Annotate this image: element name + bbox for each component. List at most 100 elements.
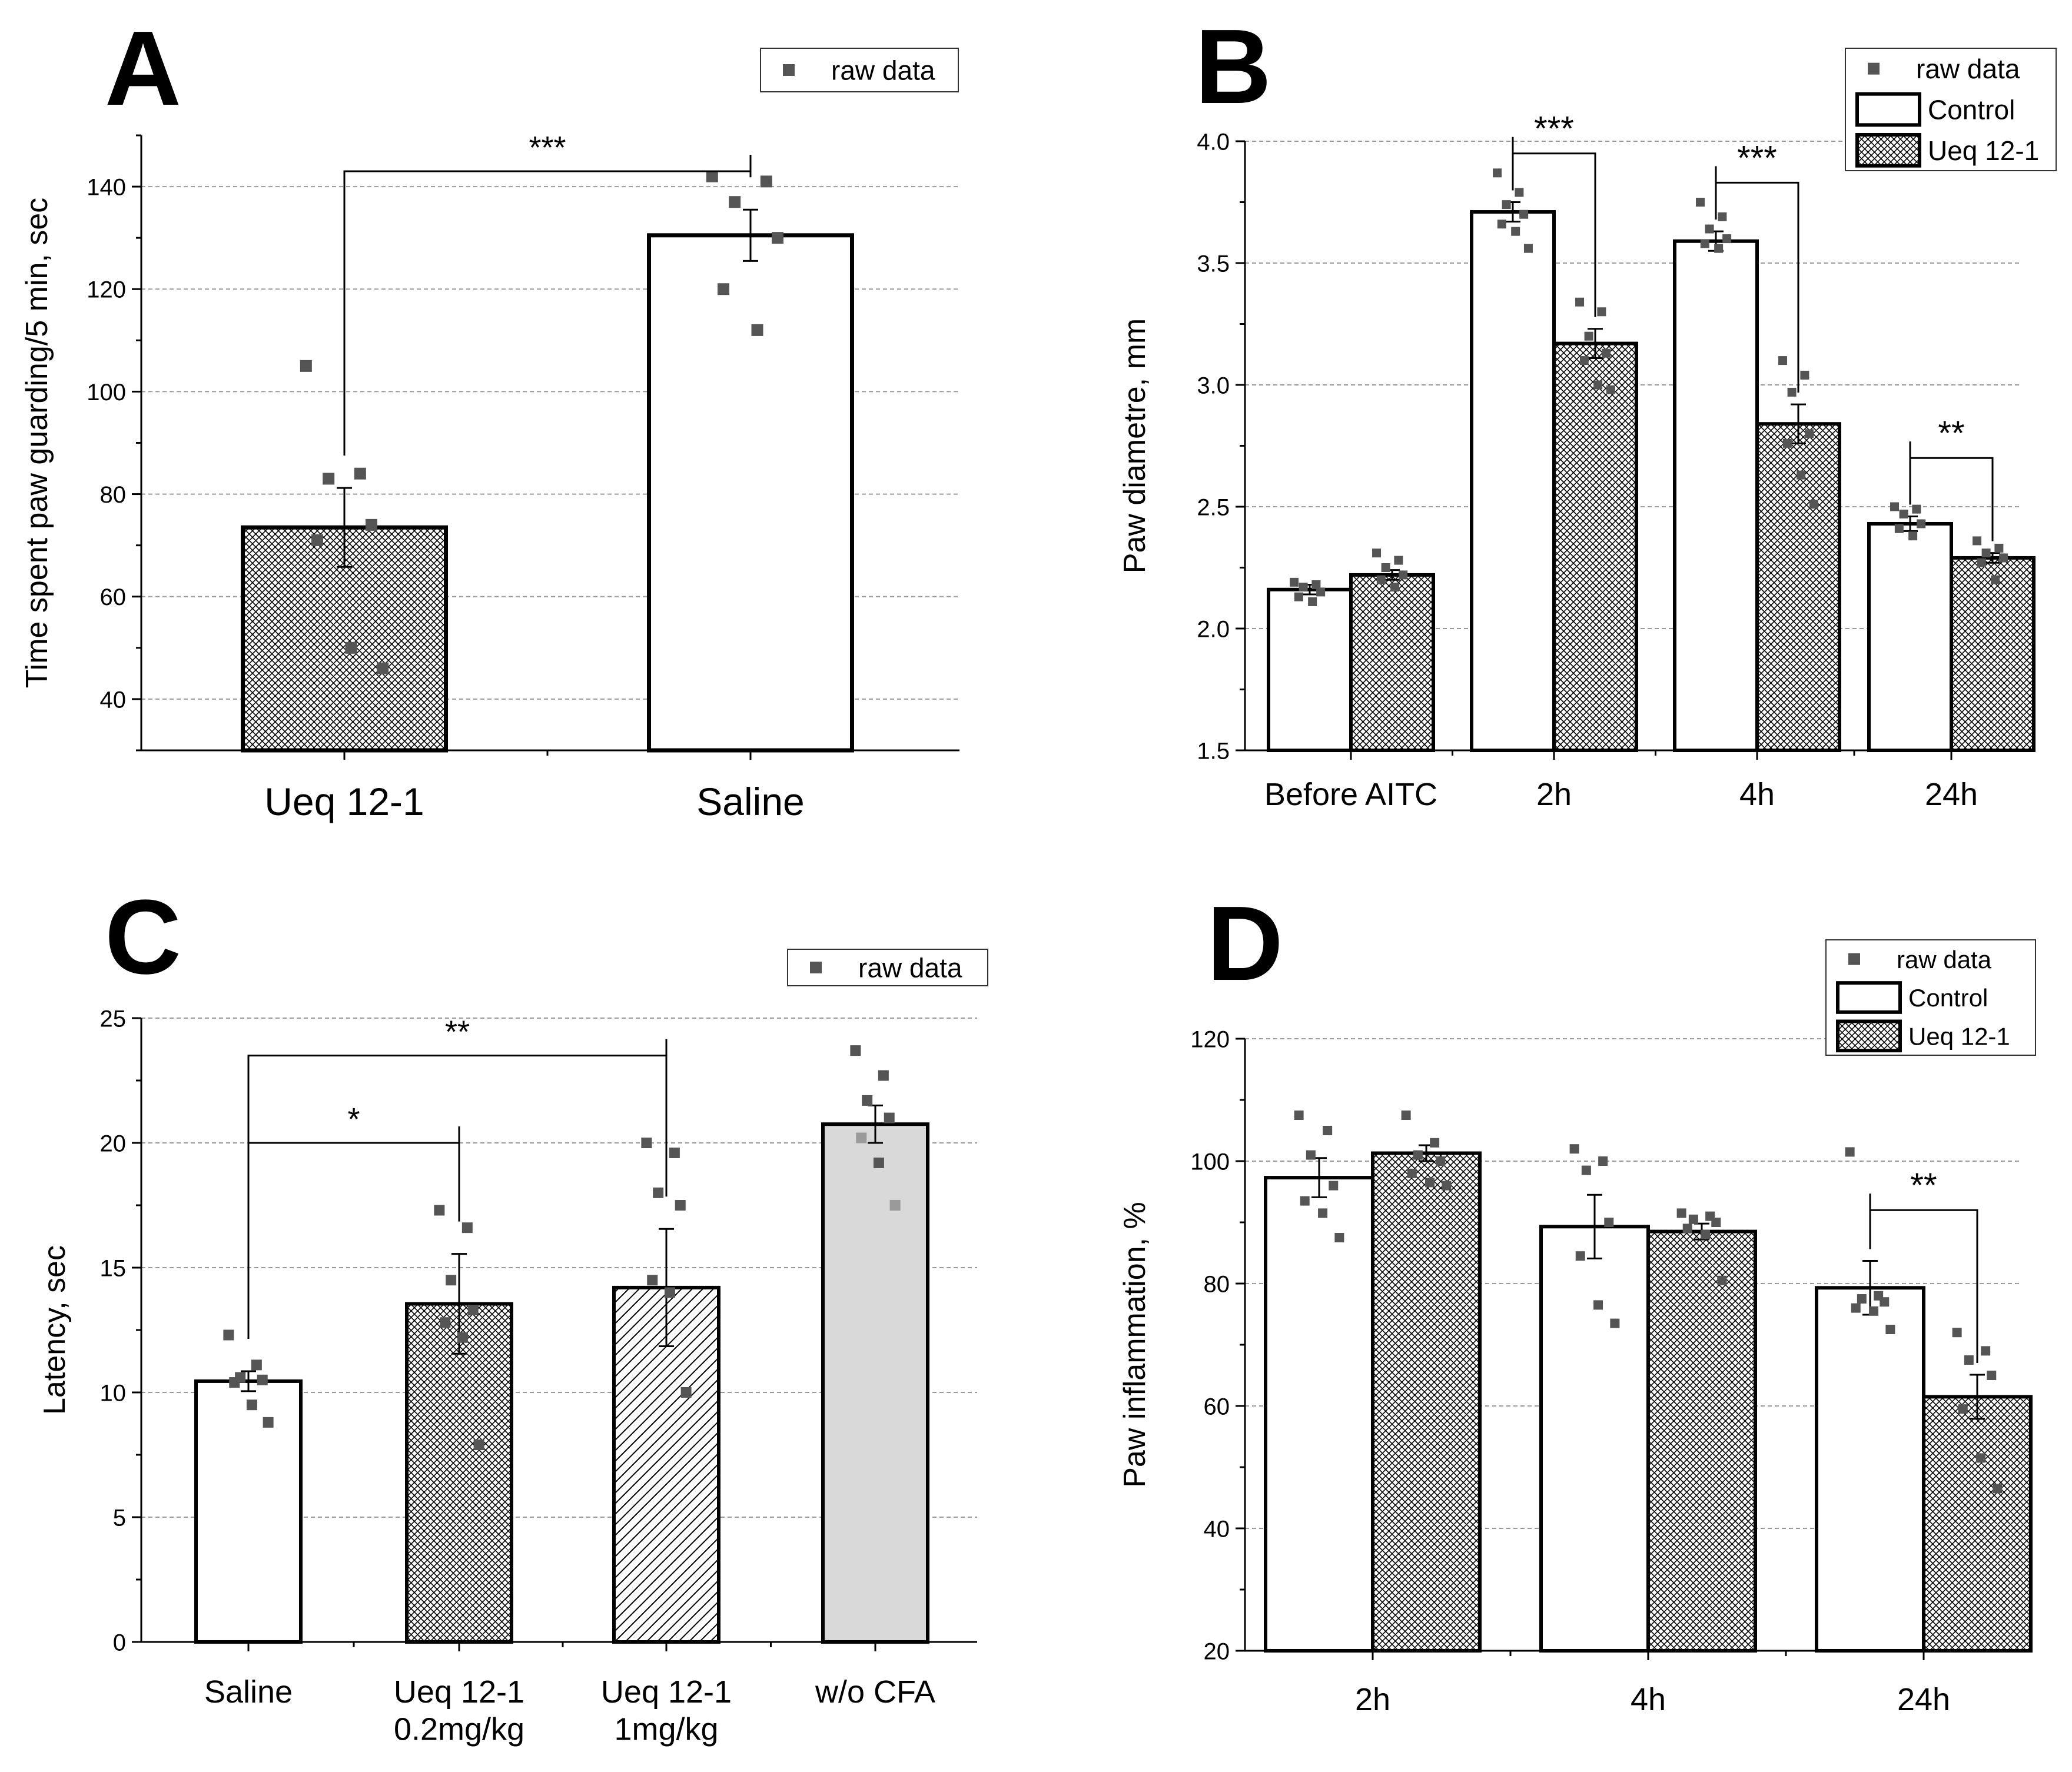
y-tick-label: 100: [1190, 1149, 1230, 1175]
raw-data-point: [1700, 239, 1709, 248]
raw-data-point: [1300, 1196, 1310, 1206]
x-tick-label-line: Ueq 12-1: [264, 780, 424, 823]
y-tick-label: 60: [1204, 1394, 1230, 1419]
raw-data-point: [1493, 168, 1502, 178]
legend-marker-box: [1836, 1019, 1902, 1053]
raw-data-point: [751, 324, 763, 336]
significance-label: ***: [529, 130, 566, 165]
raw-data-point: [1809, 500, 1818, 509]
y-tick-label: 60: [100, 584, 127, 610]
y-tick-label: 120: [87, 277, 126, 303]
y-tick-label: 40: [1204, 1516, 1230, 1542]
legend-marker-box: [1855, 132, 1921, 168]
bar: [1552, 341, 1638, 752]
raw-data-point: [1381, 563, 1390, 572]
raw-data-point: [1958, 1404, 1968, 1414]
raw-data-point: [1519, 210, 1529, 219]
significance-bracket: [1512, 152, 1596, 317]
x-tick-label-line: Saline: [696, 780, 804, 823]
raw-data-point: [1318, 1208, 1328, 1218]
bar: [1470, 210, 1556, 752]
raw-data-point: [1778, 356, 1788, 365]
raw-data-point: [1442, 1181, 1452, 1191]
raw-data-point: [1606, 385, 1615, 394]
x-tick-label: 24h: [1897, 1682, 1950, 1717]
raw-data-point: [1885, 1325, 1895, 1334]
raw-data-point: [1436, 1156, 1446, 1166]
raw-data-point: [345, 641, 357, 654]
significance-bracket: [1909, 457, 1994, 541]
y-tick-label: 10: [100, 1380, 127, 1406]
raw-data-point: [1575, 1251, 1585, 1261]
raw-data-point: [311, 534, 323, 546]
raw-data-point: [251, 1359, 262, 1371]
raw-data-point: [647, 1275, 658, 1286]
raw-data-point: [1581, 1165, 1591, 1175]
raw-data-point: [1899, 509, 1908, 518]
raw-data-point: [300, 360, 312, 372]
legend-label: Control: [1908, 984, 1988, 1012]
raw-data-point: [1696, 198, 1705, 207]
x-tick-label-line: w/o CFA: [815, 1674, 935, 1710]
bar: [1264, 1176, 1374, 1653]
x-tick-label: w/o CFA: [815, 1674, 935, 1710]
raw-data-point: [1845, 1147, 1855, 1157]
legend-label: Control: [1928, 95, 2015, 125]
raw-data-point: [223, 1329, 234, 1341]
raw-data-point: [760, 175, 772, 188]
raw-data-point: [457, 1332, 468, 1343]
raw-data-point: [1407, 1168, 1417, 1178]
raw-data-point: [1376, 575, 1386, 584]
raw-data-point: [1323, 1126, 1333, 1135]
y-tick-label: 120: [1190, 1026, 1230, 1052]
legend-marker-box: [1855, 92, 1921, 127]
raw-data-point: [653, 1187, 664, 1198]
panel-letter-d: D: [1207, 885, 1283, 1003]
raw-data-point: [1430, 1138, 1440, 1148]
y-tick-label: 20: [1204, 1638, 1230, 1664]
raw-data-point: [1399, 570, 1408, 580]
raw-data-point: [1308, 597, 1317, 606]
legend-label: raw data: [858, 953, 962, 983]
raw-data-point: [1390, 583, 1400, 592]
raw-data-point: [1676, 1208, 1686, 1218]
raw-data-point: [1523, 244, 1533, 253]
y-axis-label: Latency, sec: [38, 1245, 72, 1415]
raw-data-point: [1511, 227, 1520, 236]
raw-data-point: [1991, 575, 2000, 584]
legend-marker-square: [1868, 62, 1880, 75]
significance-bracket: [1869, 1209, 1978, 1363]
significance-bracket: [343, 170, 752, 456]
significance-label: ***: [1534, 110, 1574, 148]
raw-data-point: [1515, 188, 1524, 197]
raw-data-point: [366, 518, 377, 531]
raw-data-point: [1413, 1150, 1423, 1160]
y-tick-label: 40: [100, 687, 127, 713]
raw-data-point: [1294, 1111, 1304, 1120]
raw-data-point: [1976, 1453, 1986, 1463]
raw-data-point: [377, 662, 389, 674]
raw-data-point: [1682, 1224, 1692, 1234]
raw-data-point: [718, 283, 729, 295]
x-tick-label-line: 2h: [1536, 777, 1572, 812]
raw-data-point: [1306, 1150, 1316, 1160]
x-tick-label: Before AITC: [1264, 777, 1437, 812]
significance-label: *: [347, 1102, 360, 1137]
y-axis-label: Paw inflammation, %: [1118, 1202, 1152, 1488]
panel-d-chart: 20 40 60 80 100 120 2h 4h 24h Paw inflammation, %…: [1118, 939, 2036, 1717]
raw-data-point: [467, 1305, 479, 1316]
raw-data-point: [1857, 1294, 1867, 1304]
raw-data-point: [1579, 356, 1589, 365]
x-tick-label: Ueq 12-1 0.2mg/kg: [394, 1674, 524, 1747]
significance-bracket: [247, 1055, 668, 1339]
raw-data-point: [1994, 543, 2004, 553]
raw-data-point: [1705, 224, 1714, 234]
panel-a-chart: 40 60 80 100 120 140 Ueq 12-1 Saline Time spent …: [20, 48, 959, 823]
raw-data-point: [1294, 592, 1303, 601]
raw-data-point: [1894, 524, 1904, 533]
raw-data-point: [1999, 553, 2008, 563]
legend-marker-square: [1848, 953, 1860, 965]
raw-data-point: [856, 1132, 867, 1143]
raw-data-point: [1372, 548, 1382, 558]
raw-data-point: [246, 1399, 257, 1411]
